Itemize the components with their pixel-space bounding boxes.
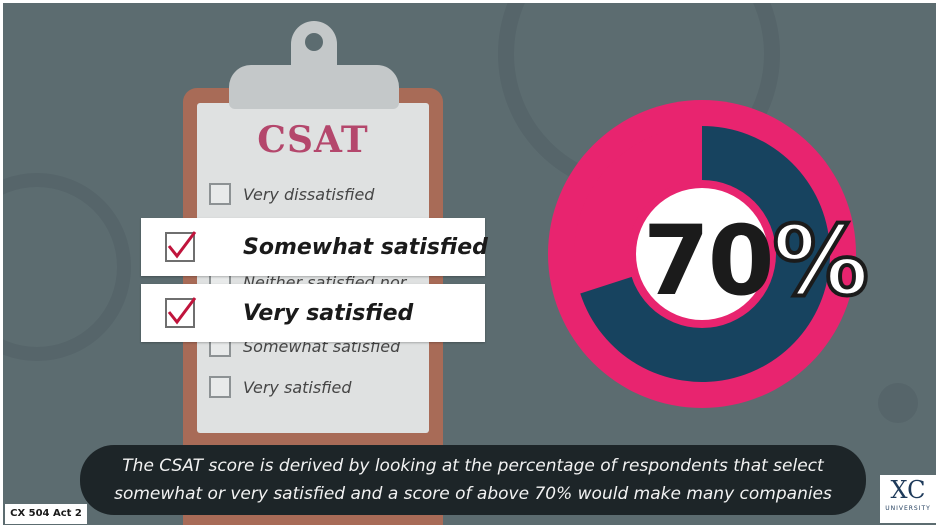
donut-center: [636, 188, 768, 320]
video-frame: CSAT Very dissatisfied Neither satisfied…: [3, 3, 936, 525]
university-logo: XC UNIVERSITY: [880, 475, 936, 523]
selected-card-label: Very satisfied: [243, 300, 414, 326]
logo-word: UNIVERSITY: [885, 505, 931, 512]
course-tag: CX 504 Act 2: [5, 504, 87, 524]
clipboard-clip: [229, 65, 399, 109]
survey-title: CSAT: [257, 119, 369, 161]
checkbox-icon: [209, 376, 231, 398]
caption-bar: The CSAT score is derived by looking at …: [80, 445, 866, 515]
clipboard-clip-hole: [305, 33, 323, 51]
logo-mark: XC: [890, 476, 926, 504]
checkbox-icon: [209, 183, 231, 205]
percent-sign: %: [771, 205, 871, 317]
caption-line-2: somewhat or very satisfied and a score o…: [114, 484, 832, 504]
csat-percentage: 70%: [643, 211, 871, 311]
checked-checkbox-icon: [165, 231, 197, 262]
percentage-value: 70: [643, 205, 775, 317]
checked-checkbox-icon: [165, 297, 197, 328]
selected-card-somewhat-satisfied: Somewhat satisfied: [141, 218, 488, 276]
caption-line-1: The CSAT score is derived by looking at …: [122, 456, 824, 476]
survey-option-very-satisfied: Very satisfied: [209, 376, 352, 398]
survey-option-very-dissatisfied: Very dissatisfied: [209, 183, 374, 205]
csat-donut-gauge: [548, 100, 856, 408]
background-circle-decoration: [3, 173, 131, 361]
selected-card-label: Somewhat satisfied: [243, 234, 488, 260]
survey-option-label: Very satisfied: [243, 377, 352, 397]
background-dot-decoration: [878, 383, 918, 423]
survey-option-label: Very dissatisfied: [243, 184, 375, 204]
selected-card-very-satisfied: Very satisfied: [141, 284, 485, 342]
